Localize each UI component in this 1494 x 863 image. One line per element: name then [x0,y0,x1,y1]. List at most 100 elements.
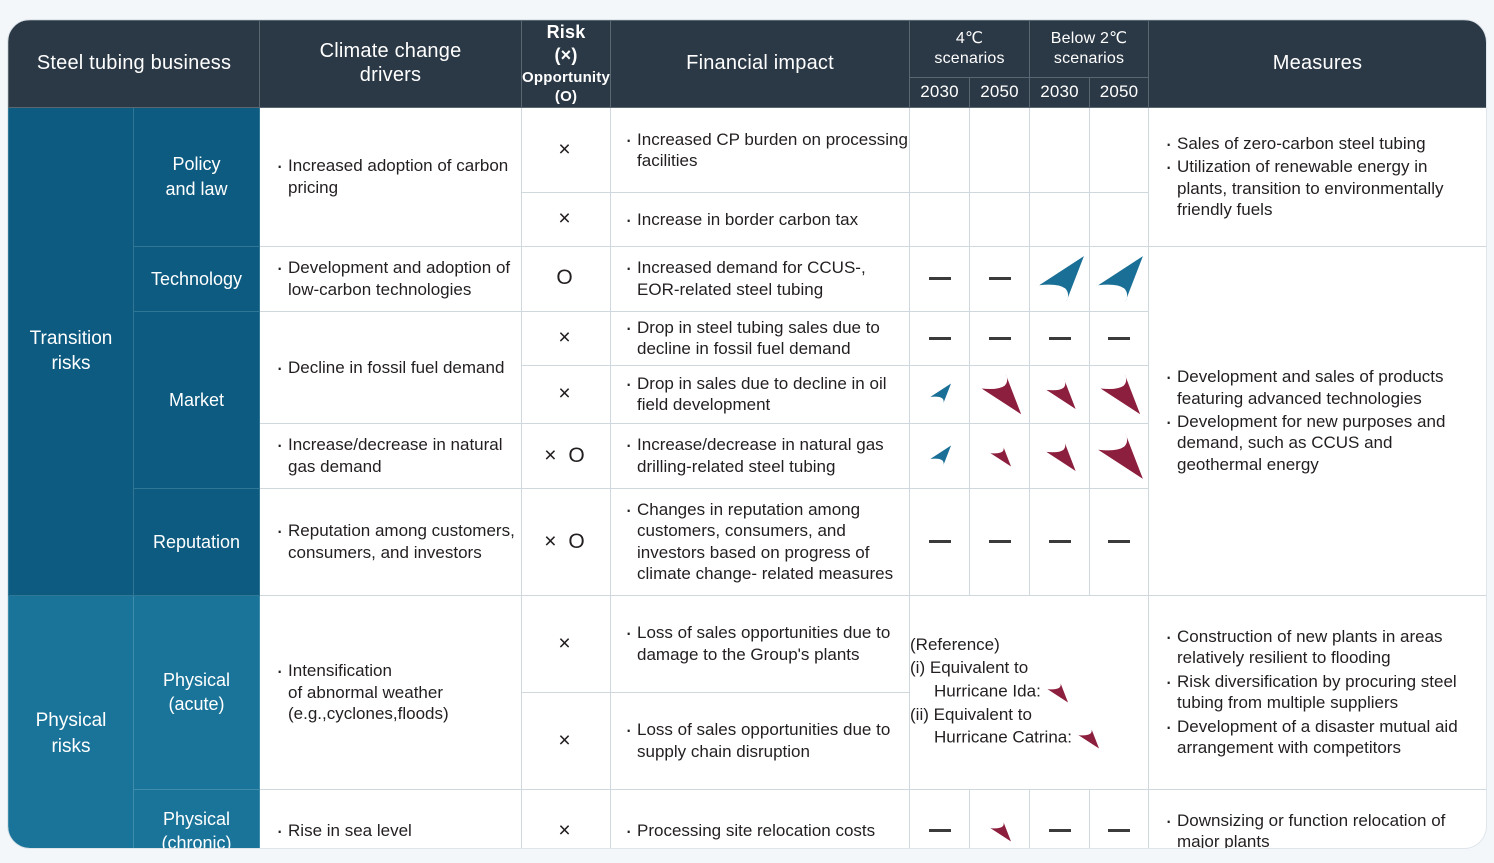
table-row: × Increase in border carbon tax [9,192,1487,247]
scenario-4c-2050-tubing-sales [969,310,1031,366]
impact-tubing-sales-drop: Drop in steel tubing sales due to declin… [610,310,911,366]
scenario-4c-2050-relocation [969,788,1031,848]
header-row-2: 2030 2050 2030 2050 [9,76,1487,108]
scenario-4c-2050-gas-drilling [969,422,1031,490]
impact-item: Increased CP burden on processing facili… [623,128,909,172]
table-row: Physical risks Physical (acute) Intensif… [8,594,1486,848]
measures-physical-acute: Construction of new plants in areas rela… [1148,594,1486,790]
reference-num: (ii) [910,704,929,724]
scenario-2c-2030-oilfield [1029,364,1091,424]
driver-abnormal-weather: Intensification of abnormal weather (e.g… [259,594,523,790]
impact-border-tax: Increase in border carbon tax [610,192,911,247]
risk-opportunity-marker-gas-drilling: × O [521,422,612,490]
header-scenario-below-2c: Below 2℃ scenarios [1029,20,1150,78]
dash-icon [928,540,951,544]
dash-icon [1048,829,1071,833]
scenario-4c-2030-ccus-eor [909,245,971,312]
arrow-down-icon [977,371,1023,417]
opportunity-label: Opportunity [522,68,611,86]
header-risk-opportunity: Risk (×) Opportunity (O) [521,20,612,108]
risk-label: Risk [546,22,586,42]
impact-item: Increase/decrease in natural gas drillin… [623,433,909,477]
driver-line: Intensification [288,661,392,681]
table-row: Reputation Reputation among customers, c… [9,488,1487,596]
reference-item-1-line1: (i) Equivalent to [910,657,1148,680]
impact-relocation-costs: Processing site relocation costs [610,788,911,848]
table-row: Physical (chronic) Rise in sea level × P… [9,788,1486,848]
driver-item: Rise in sea level [274,819,521,843]
header-year-4c-2050: 2050 [969,76,1031,108]
scenario-2c-2050-reputation [1089,488,1150,596]
impact-supply-chain: Loss of sales opportunities due to suppl… [610,691,911,790]
driver-item: Decline in fossil fuel demand [274,356,521,380]
scenario-4c-2050-border-tax [969,192,1031,247]
arrow-up-icon [928,382,952,406]
driver-fossil-decline: Decline in fossil fuel demand [259,310,523,424]
measure-item: Development of a disaster mutual aid arr… [1163,715,1472,759]
scenario-2c-2050-oilfield [1089,364,1150,424]
scenario-2c-2030-ccus-eor [1029,245,1091,312]
arrow-down-icon [1043,377,1077,411]
scenario-4c-2030-reputation [909,488,971,596]
arrow-down-icon [1093,430,1145,482]
tcfd-risk-matrix: Steel tubing business Climate change dri… [8,20,1486,848]
opportunity-marker-ccus-eor: O [521,245,612,312]
header-row-1: Steel tubing business Climate change dri… [8,20,1486,108]
dash-icon [1108,336,1131,340]
header-financial-impact: Financial impact [610,20,911,108]
impact-oilfield-drop: Drop in sales due to decline in oil fiel… [610,364,911,424]
scenario-2c-2030-tubing-sales [1029,310,1091,366]
scenario-2c-2050-tubing-sales [1089,310,1150,366]
dash-icon [1048,540,1071,544]
arrow-up-icon [1093,253,1145,305]
dash-icon [1048,336,1071,340]
scenario-4c-2030-oilfield [909,364,971,424]
measures-policy-and-law: Sales of zero-carbon steel tubing Utiliz… [1148,106,1486,247]
impact-cp-burden: Increased CP burden on processing facili… [610,106,911,194]
scenario-2c-2050-border-tax [1089,192,1150,247]
arrow-down-icon [988,444,1012,468]
dash-icon [928,276,951,280]
reference-text: Hurricane Catrina: [934,727,1072,747]
risk-marker-border-tax: × [521,192,612,247]
header-drivers: Climate change drivers [259,20,523,108]
scenario-4c-2030-cp-burden [909,106,971,194]
scenario-2c-2050-gas-drilling [1089,422,1150,490]
reference-title: (Reference) [910,635,1000,655]
risk-marker-tubing-sales-drop: × [521,310,612,366]
arrow-down-icon [1043,439,1077,473]
dash-icon [928,829,951,833]
driver-carbon-pricing: Increased adoption of carbon pricing [259,106,523,247]
risk-marker-cp-burden: × [521,106,612,194]
driver-item: Intensification of abnormal weather (e.g… [274,659,521,724]
risk-marker-oilfield-drop: × [521,364,612,424]
scenario-4c-2030-gas-drilling [909,422,971,490]
measure-item: Downsizing or function relocation of maj… [1163,809,1472,848]
scenario-4c-2050-cp-burden [969,106,1031,194]
category-transition-risks: Transition risks [8,106,134,596]
scenario-reference-note: (Reference) (i) Equivalent to Hurricane … [909,594,1150,790]
table-header: Steel tubing business Climate change dri… [8,20,1487,108]
risk-marker-supply-chain: × [521,691,612,790]
arrow-down-icon [1045,680,1069,704]
subcategory-physical-chronic: Physical (chronic) [132,788,261,848]
reference-item-1-line2: Hurricane Ida: [910,680,1148,704]
scenario-2c-2050-relocation [1089,788,1150,848]
impact-reputation-change: Changes in reputation among customers, c… [610,488,911,596]
scenario-4c-2050-ccus-eor [969,245,1031,312]
impact-item: Loss of sales opportunities due to suppl… [623,718,909,762]
impact-item: Loss of sales opportunities due to damag… [623,621,909,665]
scenario-2c-2030-border-tax [1029,192,1091,247]
measure-item: Utilization of renewable energy in plant… [1163,155,1472,220]
scenario-4c-2030-relocation [909,788,971,848]
measure-item: Risk diversification by procuring steel … [1163,670,1472,714]
measures-transition-rest: Development and sales of products featur… [1148,245,1486,596]
arrow-down-icon [1096,371,1142,417]
arrow-up-icon [928,444,952,468]
risk-marker-plant-damage: × [521,594,612,693]
arrow-down-icon [1076,726,1100,750]
scenario-2c-2030-reputation [1029,488,1091,596]
table-row: Increase/decrease in natural gas demand … [9,422,1487,490]
table-row: × Drop in sales due to decline in oil fi… [9,364,1487,424]
arrow-up-icon [1034,253,1086,305]
